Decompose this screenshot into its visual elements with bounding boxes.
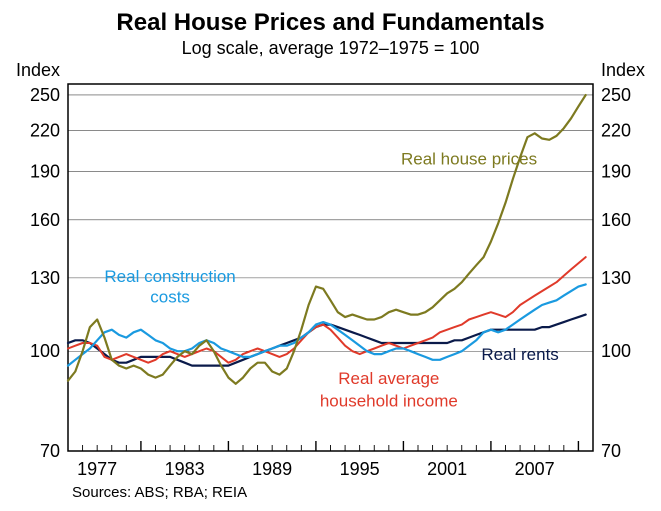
x-tick-label: 1995 <box>340 459 380 479</box>
y-tick-right: 160 <box>601 210 631 230</box>
chart-subtitle: Log scale, average 1972–1975 = 100 <box>182 38 480 58</box>
series-label-rents: Real rents <box>481 345 558 364</box>
x-tick-label: 1989 <box>252 459 292 479</box>
y-tick-left: 70 <box>40 441 60 461</box>
x-tick-label: 2001 <box>427 459 467 479</box>
y-tick-left: 160 <box>30 210 60 230</box>
y-tick-left: 190 <box>30 162 60 182</box>
y-tick-right: 100 <box>601 341 631 361</box>
series-label-income-2: household income <box>320 392 458 411</box>
series-label-income-1: Real average <box>338 369 439 388</box>
y-axis-label-right: Index <box>601 60 645 80</box>
x-tick-label: 2007 <box>515 459 555 479</box>
series-label-construction-2: costs <box>150 288 190 307</box>
chart-container: Real House Prices and FundamentalsLog sc… <box>0 0 661 511</box>
x-tick-label: 1983 <box>165 459 205 479</box>
y-tick-left: 220 <box>30 121 60 141</box>
series-label-construction-1: Real construction <box>104 267 235 286</box>
chart-title: Real House Prices and Fundamentals <box>116 9 544 36</box>
y-tick-right: 190 <box>601 162 631 182</box>
y-tick-right: 130 <box>601 268 631 288</box>
series-label-house-prices: Real house prices <box>401 149 537 168</box>
y-tick-right: 70 <box>601 441 621 461</box>
y-tick-left: 250 <box>30 85 60 105</box>
x-tick-label: 1977 <box>77 459 117 479</box>
line-chart: Real House Prices and FundamentalsLog sc… <box>0 0 661 511</box>
y-tick-right: 250 <box>601 85 631 105</box>
y-tick-right: 220 <box>601 121 631 141</box>
y-tick-left: 100 <box>30 341 60 361</box>
source-text: Sources: ABS; RBA; REIA <box>72 484 247 501</box>
y-axis-label-left: Index <box>16 60 60 80</box>
y-tick-left: 130 <box>30 268 60 288</box>
